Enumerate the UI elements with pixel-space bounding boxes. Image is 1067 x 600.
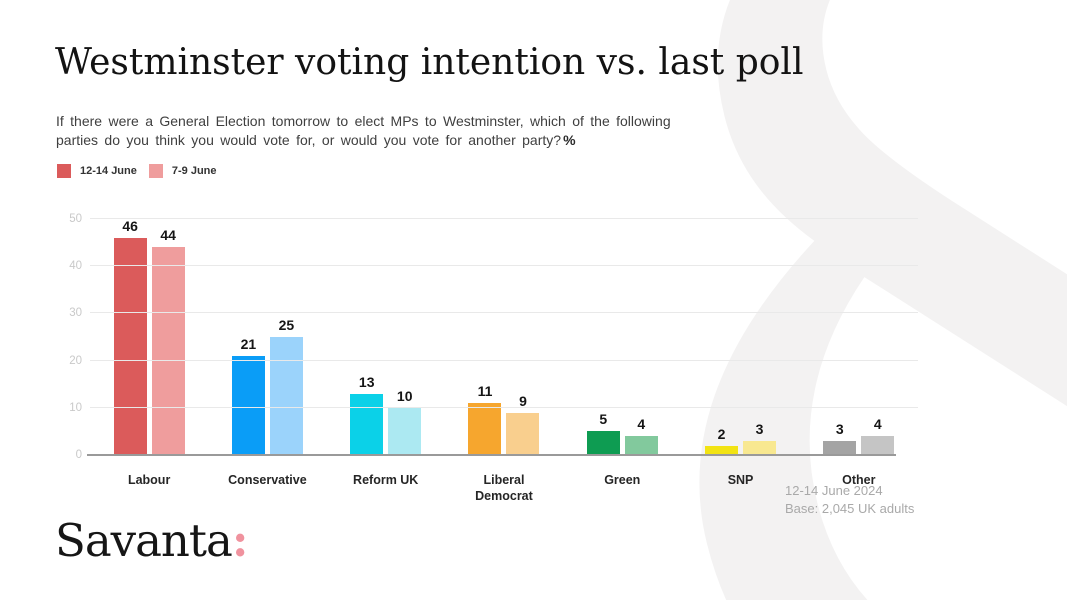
bar-column: 5	[586, 411, 620, 455]
survey-question-text: If there were a General Election tomorro…	[56, 112, 688, 151]
savanta-logo-colon-icon: :	[231, 514, 249, 567]
bar-value-label: 5	[599, 411, 608, 428]
page-title: Westminster voting intention vs. last po…	[55, 42, 804, 83]
bar-group: 13 10	[327, 219, 445, 455]
bar-value-label: 9	[519, 392, 527, 409]
bar-value-label: 11	[477, 383, 493, 400]
bar-value-label: 3	[835, 420, 844, 437]
category-label: Green	[563, 472, 681, 505]
grouped-bar-chart: 46 44 21 25 13 10 11 9 5 4 2 3 3 4 0 10 20 30 40 50 Labour…	[50, 210, 925, 510]
category-label-text: Labour	[127, 473, 171, 487]
percent-unit-label: %	[563, 132, 576, 149]
bar	[506, 412, 540, 455]
bar	[350, 393, 384, 455]
legend-label-current-poll: 12-14 June	[80, 165, 137, 177]
bar-column: 21	[231, 335, 265, 455]
gridline	[90, 359, 918, 361]
bar	[388, 407, 422, 455]
gridline	[90, 218, 918, 219]
legend-label-previous-poll: 7-9 June	[171, 165, 217, 177]
chart-legend: 12-14 June 7-9 June	[57, 164, 229, 178]
x-axis-line	[87, 454, 896, 456]
bar-column: 3	[823, 420, 857, 455]
legend-swatch-previous-poll	[148, 164, 163, 178]
sample-base: Base: 2,045 UK adults	[785, 501, 915, 516]
survey-question-body: If there were a General Election tomorro…	[56, 113, 671, 149]
bar-value-label: 2	[717, 425, 726, 442]
legend-item-current-poll: 12-14 June	[57, 164, 137, 178]
bar	[113, 237, 147, 455]
bar-groups: 46 44 21 25 13 10 11 9 5 4 2 3 3 4	[90, 217, 918, 455]
category-label-text: Conservative	[228, 473, 307, 487]
bar	[586, 431, 620, 455]
bar	[705, 445, 739, 455]
y-axis-tick-label: 0	[75, 449, 82, 461]
bar-column: 10	[388, 387, 422, 455]
gridline	[90, 265, 918, 267]
bar-value-label: 10	[396, 387, 413, 404]
bar-value-label: 13	[358, 373, 375, 390]
y-axis-tick-label: 40	[69, 260, 82, 273]
bar	[269, 337, 303, 455]
plot-area: 46 44 21 25 13 10 11 9 5 4 2 3 3 4 0 10 20 30 40 50	[69, 213, 918, 461]
gridline	[90, 406, 918, 408]
bar	[468, 403, 502, 455]
category-label-text: Green	[604, 473, 641, 487]
gridline	[90, 312, 918, 314]
category-labels: Labour Conservative Reform UK Liberal Democ…	[90, 472, 918, 505]
bar-column: 13	[350, 373, 384, 455]
bar-value-label: 46	[122, 217, 138, 234]
bar-value-label: 25	[278, 317, 295, 333]
category-label-text: Reform UK	[353, 473, 419, 487]
bar-column: 25	[269, 317, 303, 455]
bar-column: 2	[705, 425, 739, 455]
bar-value-label: 21	[240, 335, 257, 352]
category-label-text: SNP	[727, 473, 754, 487]
bar-value-label: 44	[160, 227, 176, 244]
bar-column: 9	[506, 392, 540, 455]
bar-column: 3	[743, 420, 777, 455]
bar-column: 11	[468, 383, 502, 455]
bar-column: 44	[151, 227, 185, 455]
bar-column: 46	[113, 217, 147, 455]
bar	[231, 355, 265, 455]
fieldwork-note: 12-14 June 2024 Base: 2,045 UK adults	[785, 482, 914, 518]
bar-value-label: 4	[873, 416, 882, 433]
category-label: Conservative	[208, 472, 326, 505]
bar	[624, 436, 658, 455]
y-axis-tick-label: 30	[69, 307, 82, 320]
bar-group: 11 9	[445, 219, 563, 455]
category-label: Other	[800, 472, 918, 505]
savanta-logo: Savanta:	[55, 514, 248, 567]
category-label: SNP	[681, 472, 799, 505]
category-label-text: Liberal Democrat	[475, 473, 533, 504]
bar-column: 4	[861, 416, 895, 455]
bar-value-label: 4	[637, 416, 646, 433]
bar	[743, 440, 777, 455]
bar-group: 46 44	[90, 217, 208, 455]
category-label: Reform UK	[327, 472, 445, 505]
legend-swatch-current-poll	[57, 164, 71, 178]
category-label: Labour	[90, 472, 208, 505]
fieldwork-dates: 12-14 June 2024	[785, 483, 883, 498]
bar-group: 21 25	[208, 219, 326, 455]
y-axis-tick-label: 20	[69, 354, 82, 367]
y-axis-tick-label: 10	[69, 401, 82, 414]
legend-item-previous-poll: 7-9 June	[148, 164, 217, 178]
bar-column: 4	[624, 416, 658, 455]
category-label: Liberal Democrat	[445, 472, 563, 505]
bar	[151, 247, 185, 455]
y-axis-tick-label: 50	[69, 213, 82, 225]
bar	[861, 436, 895, 455]
savanta-logo-text: Savanta	[55, 514, 233, 567]
category-label-text: Other	[842, 473, 876, 487]
bar-value-label: 3	[755, 420, 764, 437]
bar	[823, 440, 857, 455]
